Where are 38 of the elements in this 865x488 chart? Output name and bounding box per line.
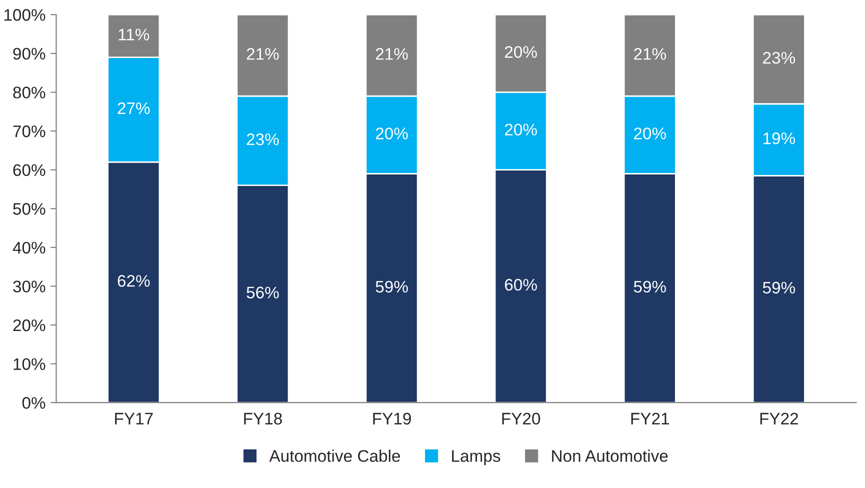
y-tick-label: 0% (22, 397, 46, 409)
data-label: 21% (246, 48, 279, 60)
y-tick-label: 30% (13, 280, 46, 292)
data-label: 27% (118, 102, 150, 114)
data-label: 60% (504, 278, 537, 291)
data-label: 20% (634, 128, 666, 140)
y-tick-label: 100% (4, 9, 46, 21)
legend-label: Non Automotive (552, 450, 668, 462)
x-tick-label: FY17 (115, 412, 153, 424)
legend-label: Automotive Cable (269, 450, 400, 462)
x-tick-label: FY18 (244, 412, 282, 425)
data-label: 59% (376, 280, 408, 293)
y-tick-label: 90% (13, 48, 46, 60)
data-label: 21% (376, 48, 408, 60)
y-tick-label: 10% (14, 358, 46, 370)
data-label: 59% (762, 282, 796, 294)
x-tick-label: FY19 (373, 412, 411, 425)
legend-label: Lamps (452, 450, 500, 466)
x-tick-label: FY21 (631, 412, 669, 424)
y-tick-label: 60% (13, 164, 46, 176)
data-label: 20% (504, 46, 537, 58)
y-tick-label: 70% (13, 125, 46, 138)
data-label: 23% (763, 52, 796, 64)
data-label: 20% (504, 124, 537, 136)
y-tick-label: 20% (13, 319, 46, 332)
x-tick-label: FY22 (760, 412, 798, 424)
data-label: 19% (764, 132, 796, 144)
y-tick-label: 50% (13, 203, 46, 215)
data-label: 21% (634, 48, 666, 60)
data-label: 20% (376, 128, 408, 140)
data-label: 23% (246, 133, 279, 146)
x-tick-label: FY20 (502, 412, 540, 425)
y-tick-label: 80% (13, 86, 46, 98)
data-label: 62% (118, 275, 150, 287)
data-label: 56% (246, 286, 279, 298)
y-tick-label: 40% (12, 242, 46, 254)
data-label: 11% (118, 28, 150, 40)
data-label: 59% (634, 280, 666, 293)
